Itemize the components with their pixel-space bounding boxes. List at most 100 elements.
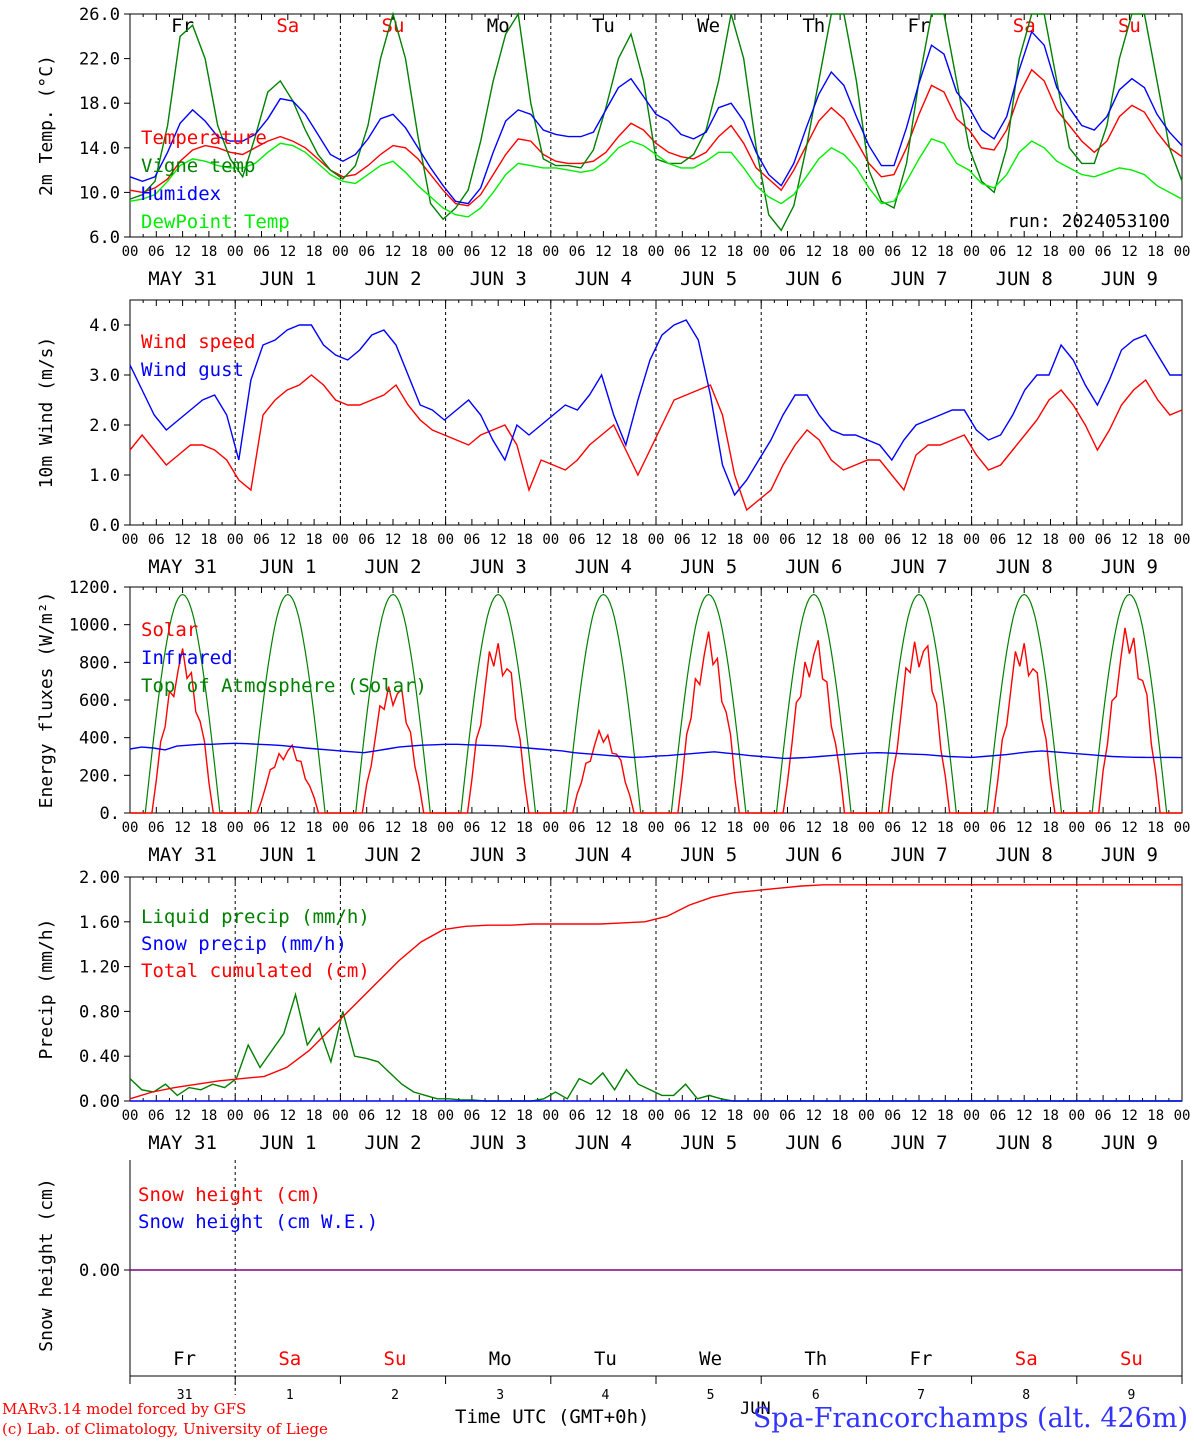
- temp-hour-label: 12: [805, 244, 822, 260]
- temp-hour-label: 00: [858, 244, 875, 260]
- energy-hour-label: 00: [332, 820, 349, 836]
- energy-hour-label: 06: [253, 820, 270, 836]
- wind-date-label: JUN 6: [785, 556, 842, 578]
- weekday-label: Su: [382, 15, 405, 37]
- temp-hour-label: 12: [700, 244, 717, 260]
- wind-y-tick-label: 3.0: [89, 366, 120, 386]
- wind-hour-label: 18: [726, 532, 743, 548]
- precip-hour-label: 18: [621, 1108, 638, 1124]
- temp-hour-label: 06: [253, 244, 270, 260]
- energy-y-tick-label: 600.: [79, 691, 120, 711]
- precip-hour-label: 06: [253, 1108, 270, 1124]
- snow-day-number: 8: [1022, 1388, 1030, 1403]
- wind-hour-label: 06: [779, 532, 796, 548]
- snow-day-number: 4: [601, 1388, 609, 1403]
- credit-line-2: (c) Lab. of Climatology, University of L…: [2, 1420, 328, 1438]
- wind-y-tick-label: 1.0: [89, 466, 120, 486]
- precip-legend-entry: Liquid precip (mm/h): [141, 906, 370, 928]
- energy-hour-label: 12: [174, 820, 191, 836]
- energy-hour-label: 18: [411, 820, 428, 836]
- wind-hour-label: 06: [674, 532, 691, 548]
- temp-hour-label: 00: [122, 244, 139, 260]
- precip-hour-label: 18: [516, 1108, 533, 1124]
- energy-hour-label: 06: [1095, 820, 1112, 836]
- energy-date-label: JUN 1: [259, 844, 316, 866]
- energy-hour-label: 06: [569, 820, 586, 836]
- precip-hour-label: 00: [332, 1108, 349, 1124]
- precip-hour-label: 12: [911, 1108, 928, 1124]
- temp-hour-label: 12: [385, 244, 402, 260]
- wind-hour-label: 06: [884, 532, 901, 548]
- temp-hour-label: 12: [1121, 244, 1138, 260]
- wind-hour-label: 06: [1095, 532, 1112, 548]
- precip-hour-label: 18: [726, 1108, 743, 1124]
- snow-weekday-label: We: [699, 1348, 722, 1370]
- snow-y-axis-label: Snow height (cm): [36, 1178, 57, 1351]
- wind-date-label: JUN 4: [575, 556, 632, 578]
- snow-day-number: 5: [707, 1388, 715, 1403]
- energy-date-label: JUN 3: [470, 844, 527, 866]
- snow-day-number: 1: [286, 1388, 294, 1403]
- energy-date-label: JUN 7: [890, 844, 947, 866]
- wind-hour-label: 00: [542, 532, 559, 548]
- precip-hour-label: 12: [174, 1108, 191, 1124]
- wind-frame: [129, 299, 1183, 526]
- energy-hour-label: 06: [674, 820, 691, 836]
- energy-series-solar: [130, 627, 1182, 814]
- temp-hour-label: 00: [437, 244, 454, 260]
- precip-hour-label: 06: [569, 1108, 586, 1124]
- wind-hour-label: 18: [516, 532, 533, 548]
- temp-y-tick-label: 26.0: [79, 5, 120, 25]
- temp-series-temperature: [129, 68, 1183, 207]
- temp-legend-entry: Humidex: [141, 183, 221, 205]
- precip-date-label: JUN 4: [575, 1132, 632, 1154]
- wind-hour-label: 12: [1016, 532, 1033, 548]
- wind-hour-label: 06: [358, 532, 375, 548]
- temp-series-humidex: [129, 30, 1183, 205]
- energy-hour-label: 12: [595, 820, 612, 836]
- temp-hour-label: 00: [1174, 244, 1191, 260]
- precip-hour-label: 18: [1147, 1108, 1164, 1124]
- wind-hour-label: 12: [1121, 532, 1138, 548]
- wind-date-label: MAY 31: [148, 556, 217, 578]
- temp-hour-label: 00: [332, 244, 349, 260]
- energy-y-axis-label: Energy fluxes (W/m²): [36, 592, 57, 809]
- energy-hour-label: 18: [200, 820, 217, 836]
- energy-date-label: MAY 31: [148, 844, 217, 866]
- temp-date-label: JUN 9: [1101, 268, 1158, 290]
- precip-hour-label: 00: [753, 1108, 770, 1124]
- energy-legend-entry: Solar: [141, 619, 198, 641]
- temp-hour-label: 18: [1042, 244, 1059, 260]
- run-label: run: 2024053100: [1007, 211, 1170, 232]
- energy-hour-label: 18: [726, 820, 743, 836]
- energy-hour-label: 12: [805, 820, 822, 836]
- temp-series-dewpoint-temp: [129, 138, 1183, 218]
- weekday-label: Th: [802, 15, 825, 37]
- precip-hour-label: 00: [227, 1108, 244, 1124]
- wind-hour-label: 06: [148, 532, 165, 548]
- snow-day-number: 9: [1127, 1388, 1135, 1403]
- temp-hour-label: 00: [542, 244, 559, 260]
- temp-hour-label: 18: [621, 244, 638, 260]
- energy-hour-label: 00: [1174, 820, 1191, 836]
- wind-hour-label: 18: [200, 532, 217, 548]
- energy-hour-label: 00: [542, 820, 559, 836]
- precip-hour-label: 18: [832, 1108, 849, 1124]
- wind-hour-label: 12: [385, 532, 402, 548]
- energy-hour-label: 12: [490, 820, 507, 836]
- snow-day-number: 31: [177, 1388, 193, 1403]
- precip-hour-label: 06: [148, 1108, 165, 1124]
- energy-hour-label: 06: [148, 820, 165, 836]
- snow-weekday-label: Tu: [594, 1348, 617, 1370]
- energy-date-label: JUN 6: [785, 844, 842, 866]
- month-label: JUN: [740, 1399, 771, 1419]
- precip-hour-label: 18: [937, 1108, 954, 1124]
- energy-hour-label: 12: [1016, 820, 1033, 836]
- temp-date-label: JUN 7: [890, 268, 947, 290]
- snow-day-number: 6: [812, 1388, 820, 1403]
- precip-hour-label: 18: [200, 1108, 217, 1124]
- temp-date-label: JUN 4: [575, 268, 632, 290]
- temp-hour-label: 12: [911, 244, 928, 260]
- energy-hour-label: 18: [516, 820, 533, 836]
